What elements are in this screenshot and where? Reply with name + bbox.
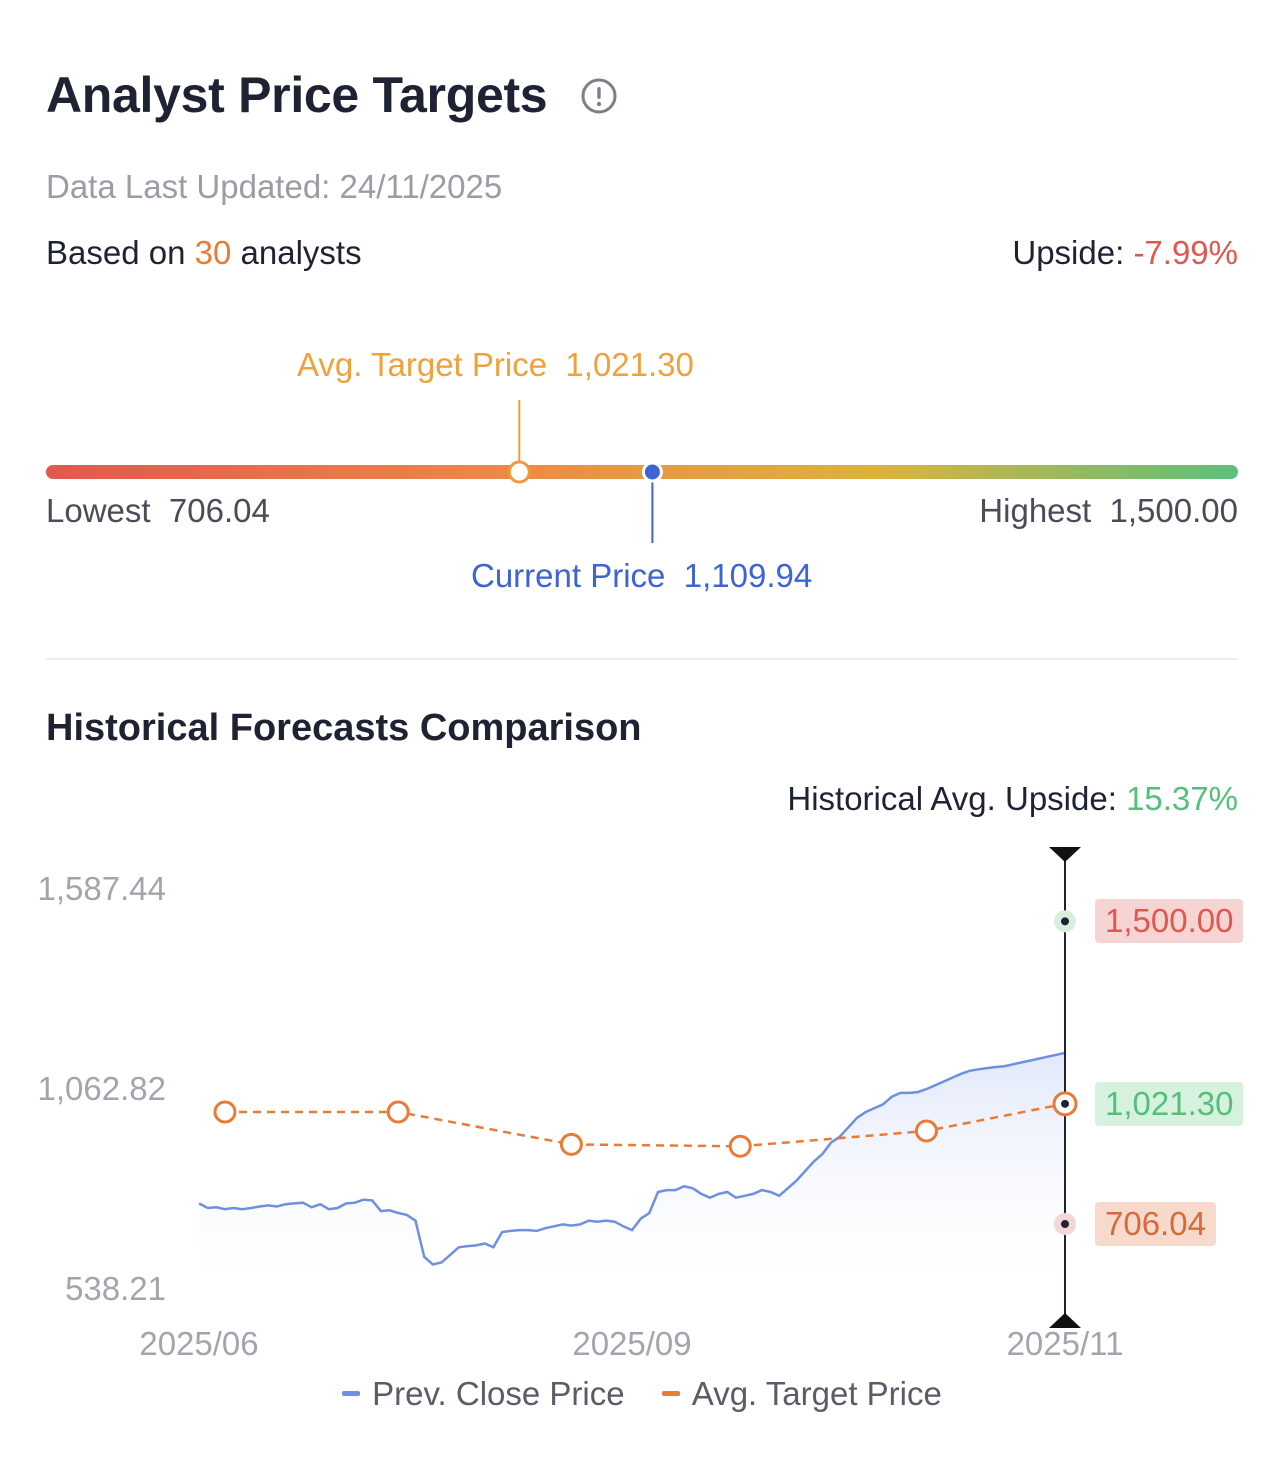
historical-upside-value: 15.37% xyxy=(1126,780,1238,817)
crosshair-point xyxy=(1061,917,1069,926)
target-price-line xyxy=(225,1102,1066,1148)
history-title: Historical Forecasts Comparison xyxy=(46,707,642,749)
page-title: Analyst Price Targets xyxy=(46,67,548,123)
target-point[interactable] xyxy=(559,1132,583,1156)
target-point[interactable] xyxy=(386,1100,410,1124)
crosshair-high-tag: 1,500.00 xyxy=(1095,899,1244,944)
upside-label: Upside: xyxy=(1012,234,1134,271)
avg-target-caption: Avg. Target Price xyxy=(297,346,548,383)
analyst-count: 30 xyxy=(194,234,232,271)
info-circle-icon[interactable] xyxy=(580,77,618,115)
lowest-caption: Lowest xyxy=(46,492,151,529)
legend-target[interactable]: Avg. Target Price xyxy=(661,1374,942,1413)
crosshair-top-handle[interactable] xyxy=(1049,847,1081,862)
analyst-count-text: Based on 30 analysts xyxy=(46,234,362,272)
highest-caption: Highest xyxy=(979,492,1092,529)
crosshair-point xyxy=(1061,1220,1069,1229)
crosshair-bottom-handle[interactable] xyxy=(1049,1313,1081,1328)
lowest-label: Lowest 706.04 xyxy=(46,492,270,530)
target-point[interactable] xyxy=(914,1119,938,1143)
close-price-line xyxy=(198,1051,1066,1266)
avg-target-label: Avg. Target Price 1,021.30 xyxy=(297,346,694,384)
current-price-label: Current Price 1,109.94 xyxy=(471,557,812,595)
range-markers xyxy=(507,400,663,543)
last-updated: Data Last Updated: 24/11/2025 xyxy=(46,168,503,205)
upside-text: Upside: -7.99% xyxy=(1012,234,1238,272)
y-tick-label: 1,062.82 xyxy=(38,1070,166,1107)
legend-close-swatch xyxy=(342,1391,361,1396)
upside-value: -7.99% xyxy=(1133,234,1238,271)
highest-value: 1,500.00 xyxy=(1109,492,1238,529)
legend-target-label: Avg. Target Price xyxy=(691,1374,942,1412)
historical-upside-label: Historical Avg. Upside: xyxy=(787,780,1127,817)
target-point[interactable] xyxy=(728,1134,752,1158)
chart-legend: Prev. Close Price Avg. Target Price xyxy=(0,1366,1284,1413)
based-prefix: Based on xyxy=(46,234,195,271)
avg-target-value: 1,021.30 xyxy=(565,346,694,383)
current-price-caption: Current Price xyxy=(471,557,666,594)
close-price-area xyxy=(199,1052,1065,1288)
crosshair-low-tag: 706.04 xyxy=(1095,1202,1216,1247)
y-tick-label: 1,587.44 xyxy=(38,870,166,907)
avg-target-marker xyxy=(507,460,531,484)
section-divider xyxy=(46,658,1238,660)
highest-label: Highest 1,500.00 xyxy=(979,492,1238,530)
current-price-marker xyxy=(641,461,663,483)
x-tick-label: 2025/06 xyxy=(139,1325,258,1362)
legend-target-swatch xyxy=(661,1391,680,1396)
lowest-value: 706.04 xyxy=(168,492,270,529)
x-tick-label: 2025/09 xyxy=(572,1325,691,1362)
crosshair-avg-tag: 1,021.30 xyxy=(1095,1081,1244,1126)
crosshair-point xyxy=(1061,1099,1069,1108)
current-price-value: 1,109.94 xyxy=(683,557,813,594)
historical-upside: Historical Avg. Upside: 15.37% xyxy=(787,780,1238,818)
x-tick-label: 2025/11 xyxy=(1007,1325,1124,1362)
target-point[interactable] xyxy=(213,1100,237,1124)
y-tick-label: 538.21 xyxy=(65,1270,166,1307)
legend-close-label: Prev. Close Price xyxy=(372,1374,625,1412)
legend-close[interactable]: Prev. Close Price xyxy=(342,1374,625,1413)
based-suffix: analysts xyxy=(231,234,362,271)
